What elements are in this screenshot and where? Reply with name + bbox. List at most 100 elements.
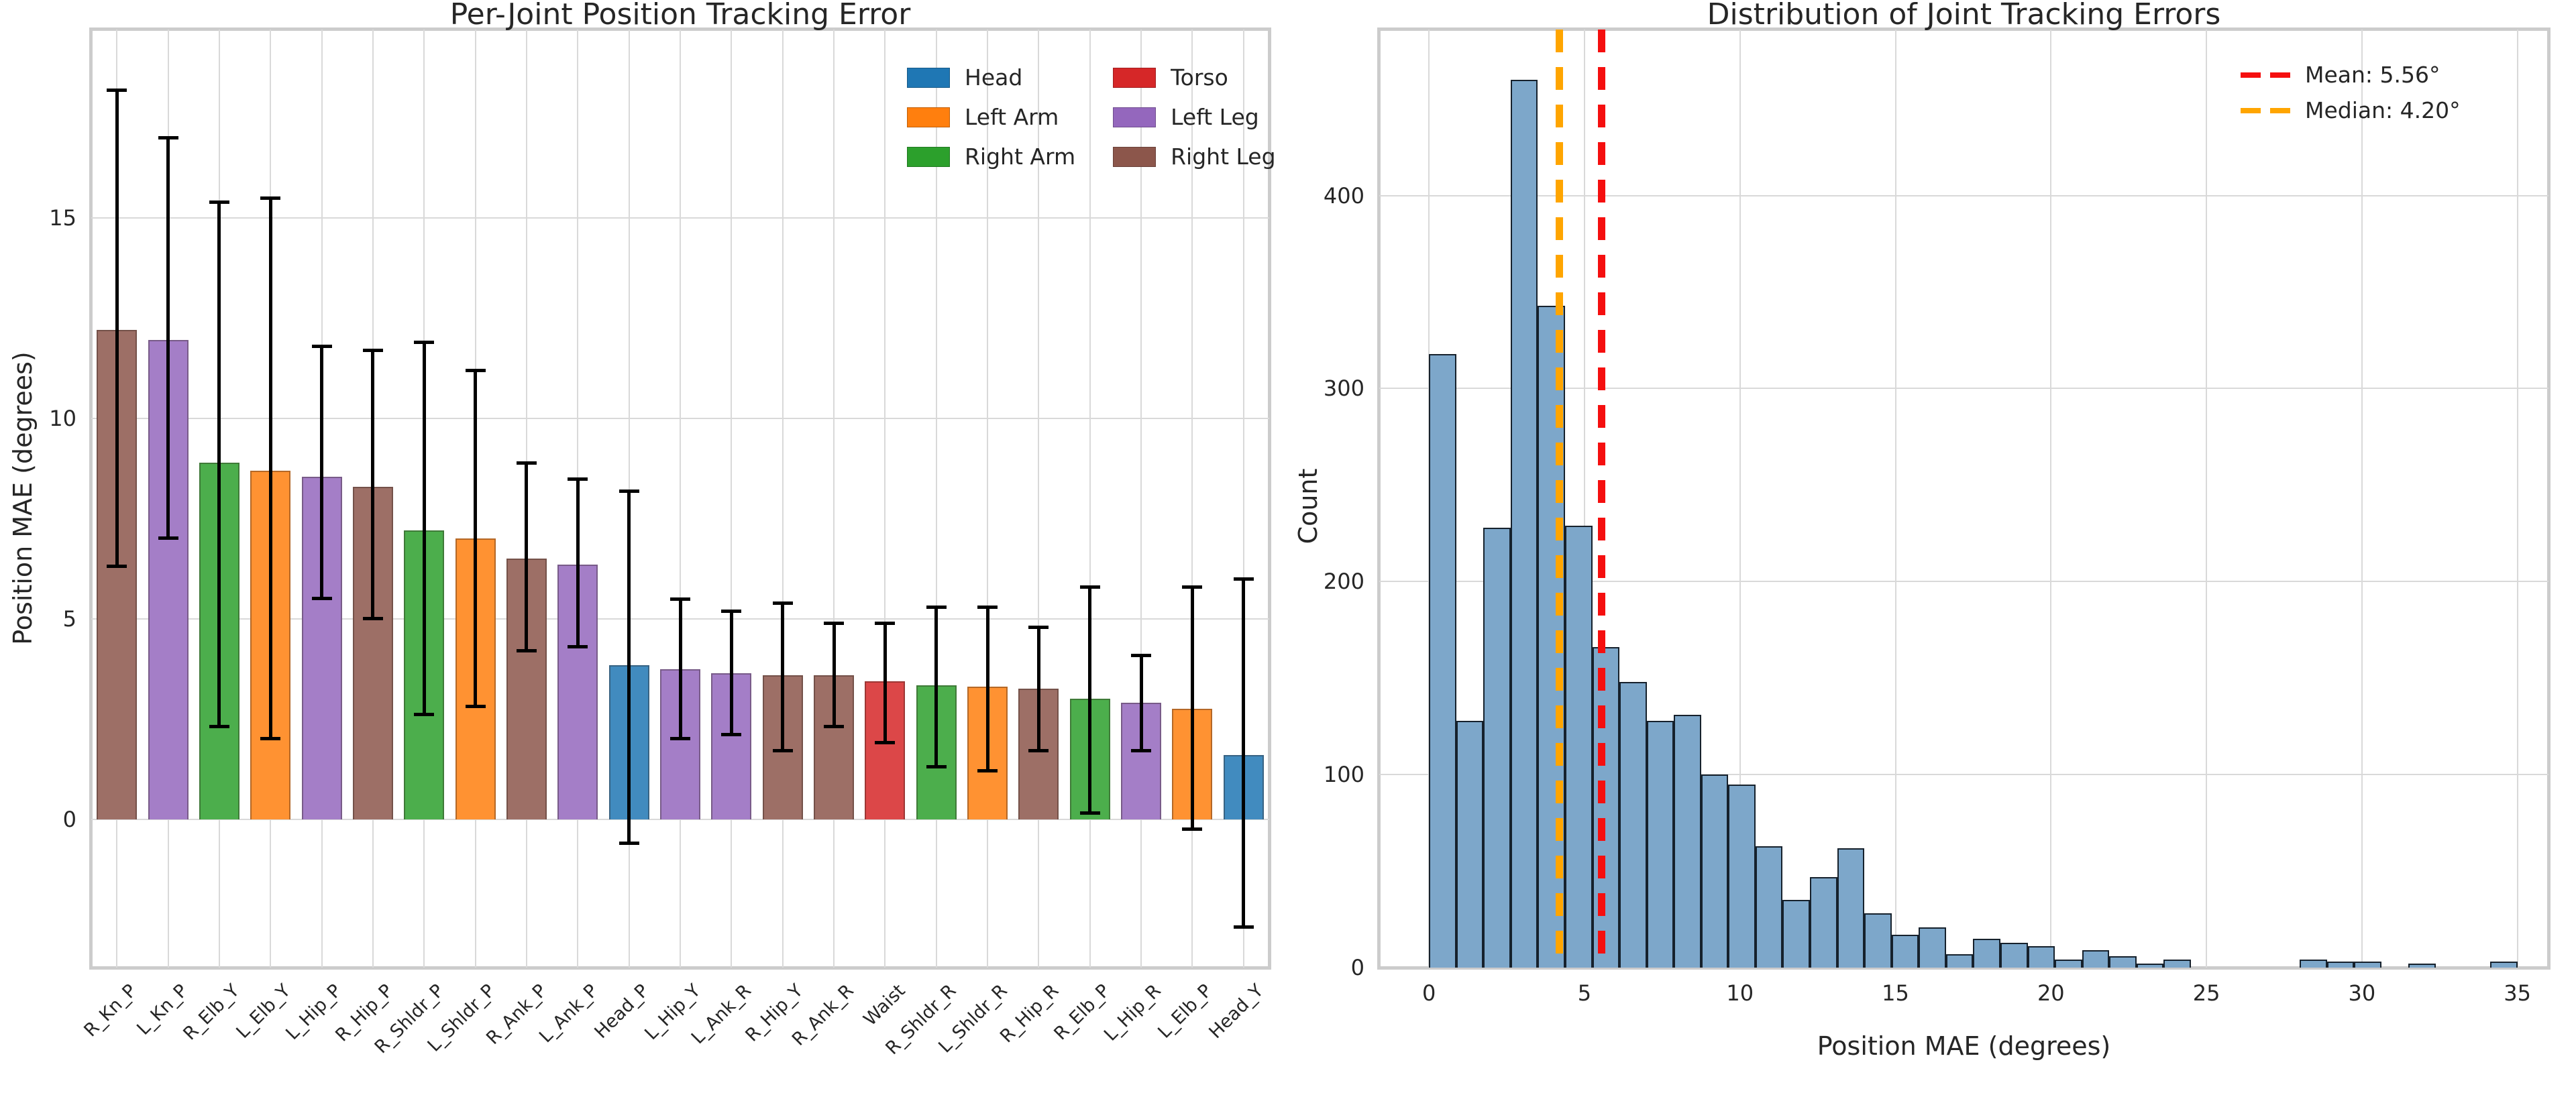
- error-bar-cap-bottom: [619, 841, 639, 845]
- x-gridline: [2516, 30, 2518, 968]
- error-bar-cap-top: [414, 341, 435, 345]
- hist-bin-26: [2136, 964, 2164, 968]
- error-bar-cap-bottom: [824, 725, 845, 729]
- hist-bin-25: [2109, 956, 2137, 968]
- histogram-legend: Mean: 5.56° Median: 4.20°: [2241, 62, 2542, 123]
- x-tick-label: 30: [2348, 980, 2376, 1006]
- legend-swatch-icon: [907, 107, 950, 127]
- error-bar-cap-bottom: [1182, 827, 1203, 831]
- error-bar-line: [166, 137, 170, 539]
- legend-swatch-icon: [907, 67, 950, 88]
- error-bar-cap-top: [1028, 625, 1049, 629]
- x-gridline: [680, 30, 681, 968]
- hist-bin-17: [1891, 935, 1919, 968]
- hist-bin-6: [1592, 647, 1620, 968]
- legend-item-torso: Torso: [1113, 64, 1275, 91]
- x-gridline: [987, 30, 989, 968]
- x-gridline: [884, 30, 886, 968]
- hist-bin-11: [1728, 784, 1756, 968]
- error-bar-cap-bottom: [311, 596, 332, 600]
- error-bar-cap-bottom: [107, 565, 127, 569]
- hist-bin-7: [1619, 681, 1647, 968]
- error-bar-cap-top: [516, 461, 537, 465]
- median-dash-icon: [2241, 107, 2290, 113]
- x-gridline: [2050, 30, 2052, 968]
- error-bar-cap-top: [465, 369, 486, 373]
- error-bar-cap-bottom: [158, 536, 178, 540]
- error-bar-cap-top: [619, 489, 639, 493]
- hist-bin-32: [2300, 960, 2327, 968]
- per-joint-bar-chart-axes: [89, 27, 1271, 970]
- y-gridline: [91, 818, 1269, 820]
- x-gridline: [731, 30, 733, 968]
- hist-bin-22: [2027, 946, 2055, 968]
- error-bar-cap-top: [721, 609, 742, 613]
- legend-label: Right Arm: [965, 143, 1076, 170]
- x-gridline: [1894, 30, 1896, 968]
- hist-bin-9: [1674, 714, 1701, 968]
- left-y-axis-label: Position MAE (degrees): [8, 351, 38, 645]
- error-bar-cap-bottom: [516, 648, 537, 652]
- x-gridline: [1583, 30, 1585, 968]
- bar-Waist: [865, 681, 906, 819]
- right-x-axis-label: Position MAE (degrees): [1817, 1031, 2111, 1061]
- hist-bin-8: [1646, 720, 1674, 968]
- hist-bin-14: [1810, 876, 1837, 968]
- x-gridline: [1140, 30, 1142, 968]
- error-bar-cap-top: [209, 200, 229, 205]
- x-tick-label-R_Elb_Y: R_Elb_Y: [179, 980, 244, 1045]
- hist-bin-10: [1701, 774, 1729, 968]
- legend-label: Torso: [1171, 64, 1228, 91]
- error-bar-cap-top: [260, 196, 281, 200]
- hist-bin-13: [1782, 900, 1811, 968]
- error-bar-cap-top: [107, 88, 127, 92]
- error-bar-cap-top: [977, 605, 998, 609]
- hist-bin-21: [2000, 942, 2028, 968]
- x-tick-label: 0: [1421, 980, 1436, 1006]
- hist-bin-20: [1973, 938, 2000, 968]
- median-line: [1556, 30, 1564, 968]
- hist-bin-39: [2490, 962, 2518, 968]
- hist-bin-36: [2408, 964, 2436, 968]
- legend-swatch-icon: [907, 146, 950, 167]
- hist-bin-16: [1864, 913, 1892, 968]
- error-bar-cap-bottom: [414, 713, 435, 717]
- hist-bin-5: [1564, 525, 1593, 968]
- error-bar-line: [525, 462, 529, 651]
- body-part-legend: Head Left Arm Right Arm Torso Left Leg Right …: [907, 64, 1276, 170]
- error-bar-line: [985, 606, 989, 772]
- legend-swatch-icon: [1113, 146, 1157, 167]
- legend-item-left-arm: Left Arm: [907, 104, 1075, 130]
- y-tick-label: 5: [62, 606, 76, 632]
- error-bar-cap-bottom: [875, 741, 896, 745]
- error-bar-cap-bottom: [1079, 811, 1100, 815]
- hist-bin-1: [1456, 720, 1484, 968]
- error-bar-cap-top: [1233, 577, 1254, 581]
- error-bar-line: [627, 490, 631, 844]
- histogram-axes: [1377, 27, 2551, 970]
- right-y-axis-label: Count: [1293, 468, 1323, 544]
- hist-bin-0: [1429, 353, 1456, 968]
- y-tick-label: 300: [1323, 376, 1364, 402]
- x-gridline: [1242, 30, 1244, 968]
- y-gridline: [1379, 581, 2548, 583]
- hist-bin-33: [2326, 962, 2355, 968]
- error-bar-cap-top: [1182, 585, 1203, 589]
- hist-bin-27: [2163, 960, 2191, 968]
- x-tick-label-L_Hip_R: L_Hip_R: [1100, 980, 1166, 1045]
- x-gridline: [935, 30, 937, 968]
- error-bar-line: [422, 342, 426, 715]
- hist-bin-23: [2055, 960, 2082, 968]
- error-bar-line: [1088, 587, 1092, 813]
- error-bar-line: [678, 598, 682, 740]
- error-bar-cap-bottom: [772, 749, 793, 753]
- y-tick-label: 15: [49, 205, 76, 231]
- hist-bin-34: [2354, 962, 2381, 968]
- hist-bin-2: [1483, 527, 1511, 968]
- legend-label: Left Arm: [965, 104, 1059, 130]
- x-gridline: [1191, 30, 1193, 968]
- y-tick-label: 400: [1323, 182, 1364, 209]
- x-gridline: [1038, 30, 1040, 968]
- x-tick-label: 15: [1882, 980, 1909, 1006]
- hist-bin-24: [2082, 950, 2110, 968]
